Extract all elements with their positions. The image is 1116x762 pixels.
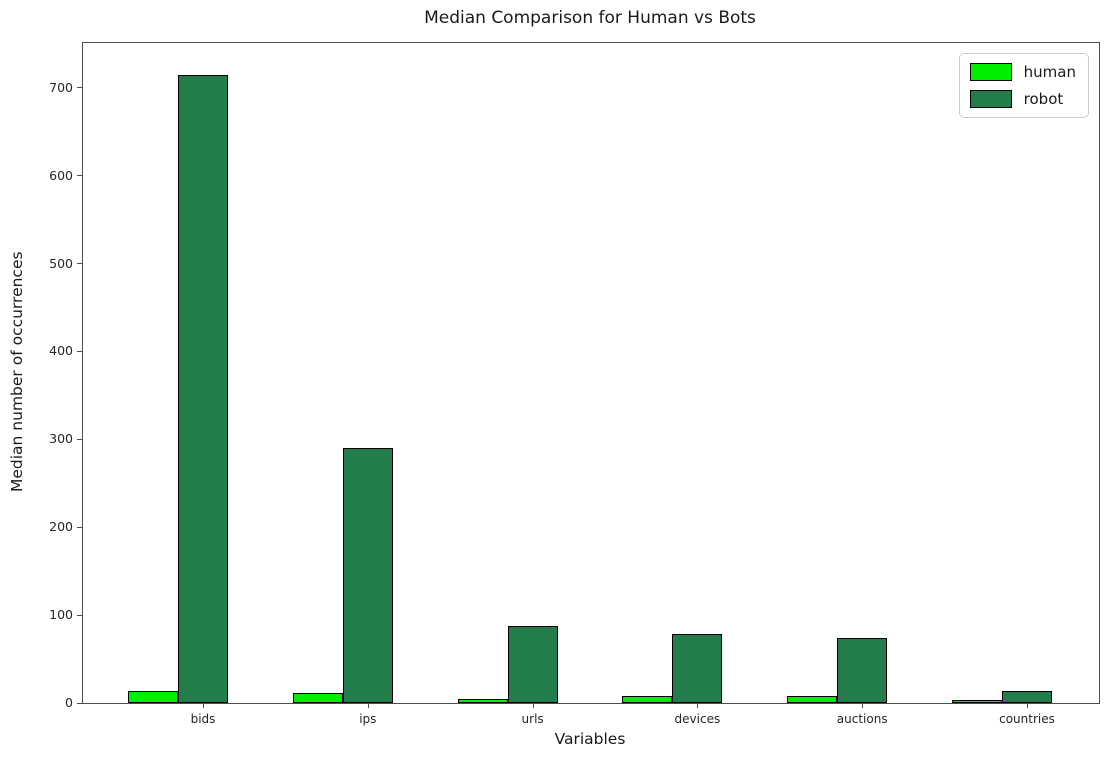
- y-tick-label-100: 100: [49, 607, 73, 623]
- bar-human-urls: [457, 698, 508, 703]
- y-tick-mark-600: [77, 175, 82, 177]
- y-tick-mark-400: [77, 350, 82, 352]
- x-tick-mark-countries: [1027, 703, 1028, 708]
- legend-swatch-robot: [969, 90, 1012, 108]
- y-tick-mark-700: [77, 87, 82, 89]
- y-tick-mark-500: [77, 263, 82, 265]
- x-tick-label-devices: devices: [674, 712, 721, 726]
- x-tick-label-ips: ips: [359, 712, 377, 726]
- bar-human-countries: [952, 700, 1002, 703]
- bar-robot-auctions: [837, 637, 888, 703]
- x-tick-label-urls: urls: [521, 712, 544, 726]
- bar-human-bids: [128, 690, 178, 703]
- bar-robot-bids: [178, 74, 228, 703]
- y-tick-label-200: 200: [49, 519, 73, 535]
- y-axis-label: Median number of occurrences: [8, 251, 26, 493]
- x-axis-label: Variables: [554, 730, 626, 748]
- legend-swatch-human: [969, 63, 1012, 81]
- y-tick-label-0: 0: [65, 695, 73, 710]
- bar-human-auctions: [787, 695, 838, 703]
- x-tick-label-bids: bids: [190, 712, 216, 726]
- chart-title: Median Comparison for Human vs Bots: [424, 8, 756, 28]
- y-tick-label-500: 500: [49, 255, 73, 271]
- bar-human-ips: [292, 693, 343, 703]
- bar-robot-countries: [1002, 690, 1052, 703]
- x-tick-mark-devices: [697, 703, 699, 708]
- x-tick-label-countries: countries: [999, 712, 1055, 726]
- legend-label-robot: robot: [1023, 89, 1064, 108]
- bar-robot-ips: [342, 448, 393, 703]
- y-tick-mark-200: [77, 526, 82, 528]
- y-tick-mark-300: [77, 438, 82, 440]
- bar-robot-urls: [507, 625, 558, 703]
- x-tick-mark-auctions: [862, 703, 864, 708]
- y-tick-mark-100: [77, 614, 82, 616]
- y-tick-label-300: 300: [49, 431, 73, 447]
- legend-label-human: human: [1023, 62, 1076, 81]
- legend: human robot: [958, 53, 1089, 118]
- y-tick-mark-0: [77, 702, 82, 704]
- plot-area: human robot 0 100 200 300 400 500 600 700 bids ip…: [49, 42, 1100, 726]
- x-tick-mark-ips: [367, 703, 369, 708]
- legend-item-robot: robot: [969, 89, 1076, 108]
- bar-robot-devices: [672, 634, 723, 703]
- legend-item-human: human: [969, 62, 1076, 81]
- x-tick-mark-urls: [532, 703, 534, 708]
- x-tick-label-auctions: auctions: [836, 712, 888, 726]
- bar-human-devices: [622, 695, 673, 703]
- y-tick-label-600: 600: [49, 167, 73, 183]
- y-tick-label-700: 700: [49, 79, 73, 95]
- x-tick-mark-bids: [203, 703, 204, 708]
- y-tick-label-400: 400: [49, 343, 73, 359]
